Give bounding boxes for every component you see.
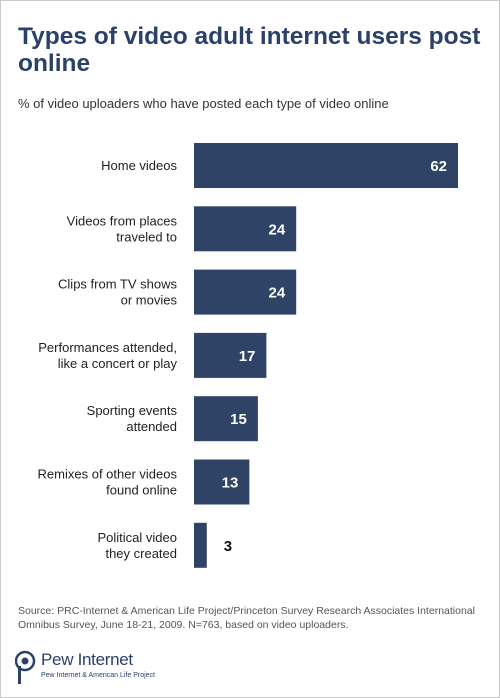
category-label: Remixes of other videos found online [38,467,178,498]
bar [194,332,267,378]
bar [194,269,297,315]
bar [194,459,250,505]
bar-chart: Home videos 62 Videos from places traveled … [38,143,458,568]
pew-logo-mark-icon [15,650,36,684]
logo-tagline: Pew Internet & American Life Project [41,672,155,679]
value-label: 15 [230,411,247,428]
category-label: Home videos [101,158,177,173]
value-label: 17 [239,348,256,365]
pew-internet-logo: Pew Internet Pew Internet & American Lif… [15,647,215,691]
category-label: Performances attended, like a concert or … [38,340,177,371]
value-label: 13 [222,475,239,492]
chart-subtitle: % of video uploaders who have posted eac… [18,96,389,111]
category-label: Sporting events attended [87,403,178,434]
value-label: 24 [269,221,286,238]
bar [194,143,458,188]
value-label: 62 [430,158,447,175]
source-note: Source: PRC-Internet & American Life Pro… [18,605,475,631]
bar [194,206,297,252]
category-label: Videos from places traveled to [67,213,178,244]
chart-title: Types of video adult internet users post… [18,23,481,77]
category-label: Political video they created [98,530,178,561]
category-label: Clips from TV shows or movies [58,277,177,308]
bar [194,522,207,568]
bar [194,396,258,442]
value-label: 3 [224,538,232,555]
logo-name: Pew Internet [41,650,133,669]
value-label: 24 [269,285,286,302]
